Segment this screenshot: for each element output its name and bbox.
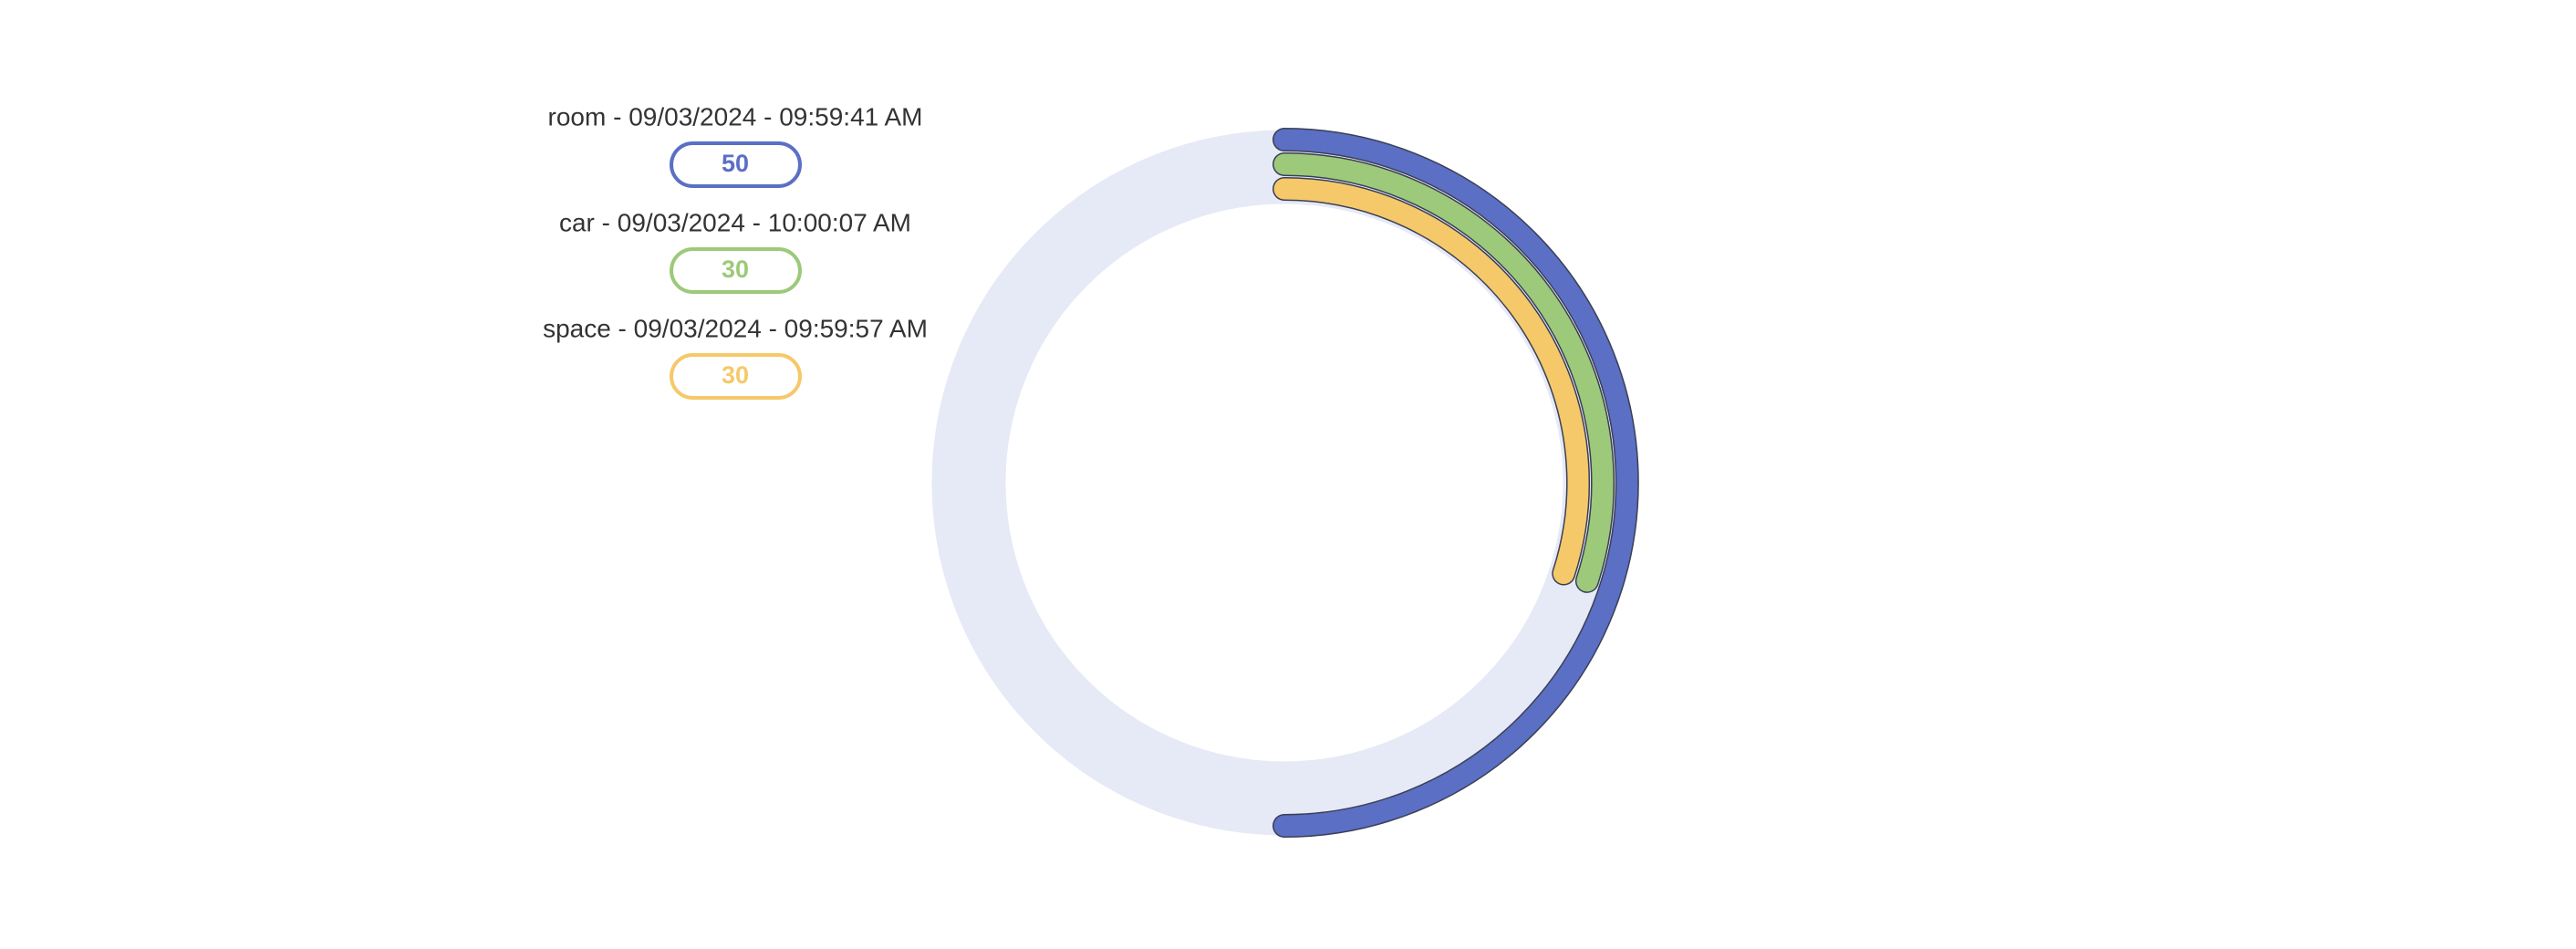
radial-bar [1273,153,1614,592]
value-label: 30 [722,256,749,283]
radial-bar [1273,129,1638,837]
value-label: 50 [722,150,749,177]
legend-label: space - 09/03/2024 - 09:59:57 AM [543,314,928,342]
legend-label: car - 09/03/2024 - 10:00:07 AM [559,208,911,236]
value-box [670,141,802,188]
value-label: 30 [722,361,749,389]
legend-label: room - 09/03/2024 - 09:59:41 AM [548,102,923,130]
radial-bar [1273,178,1589,585]
value-box [670,353,802,400]
value-box [670,247,802,294]
